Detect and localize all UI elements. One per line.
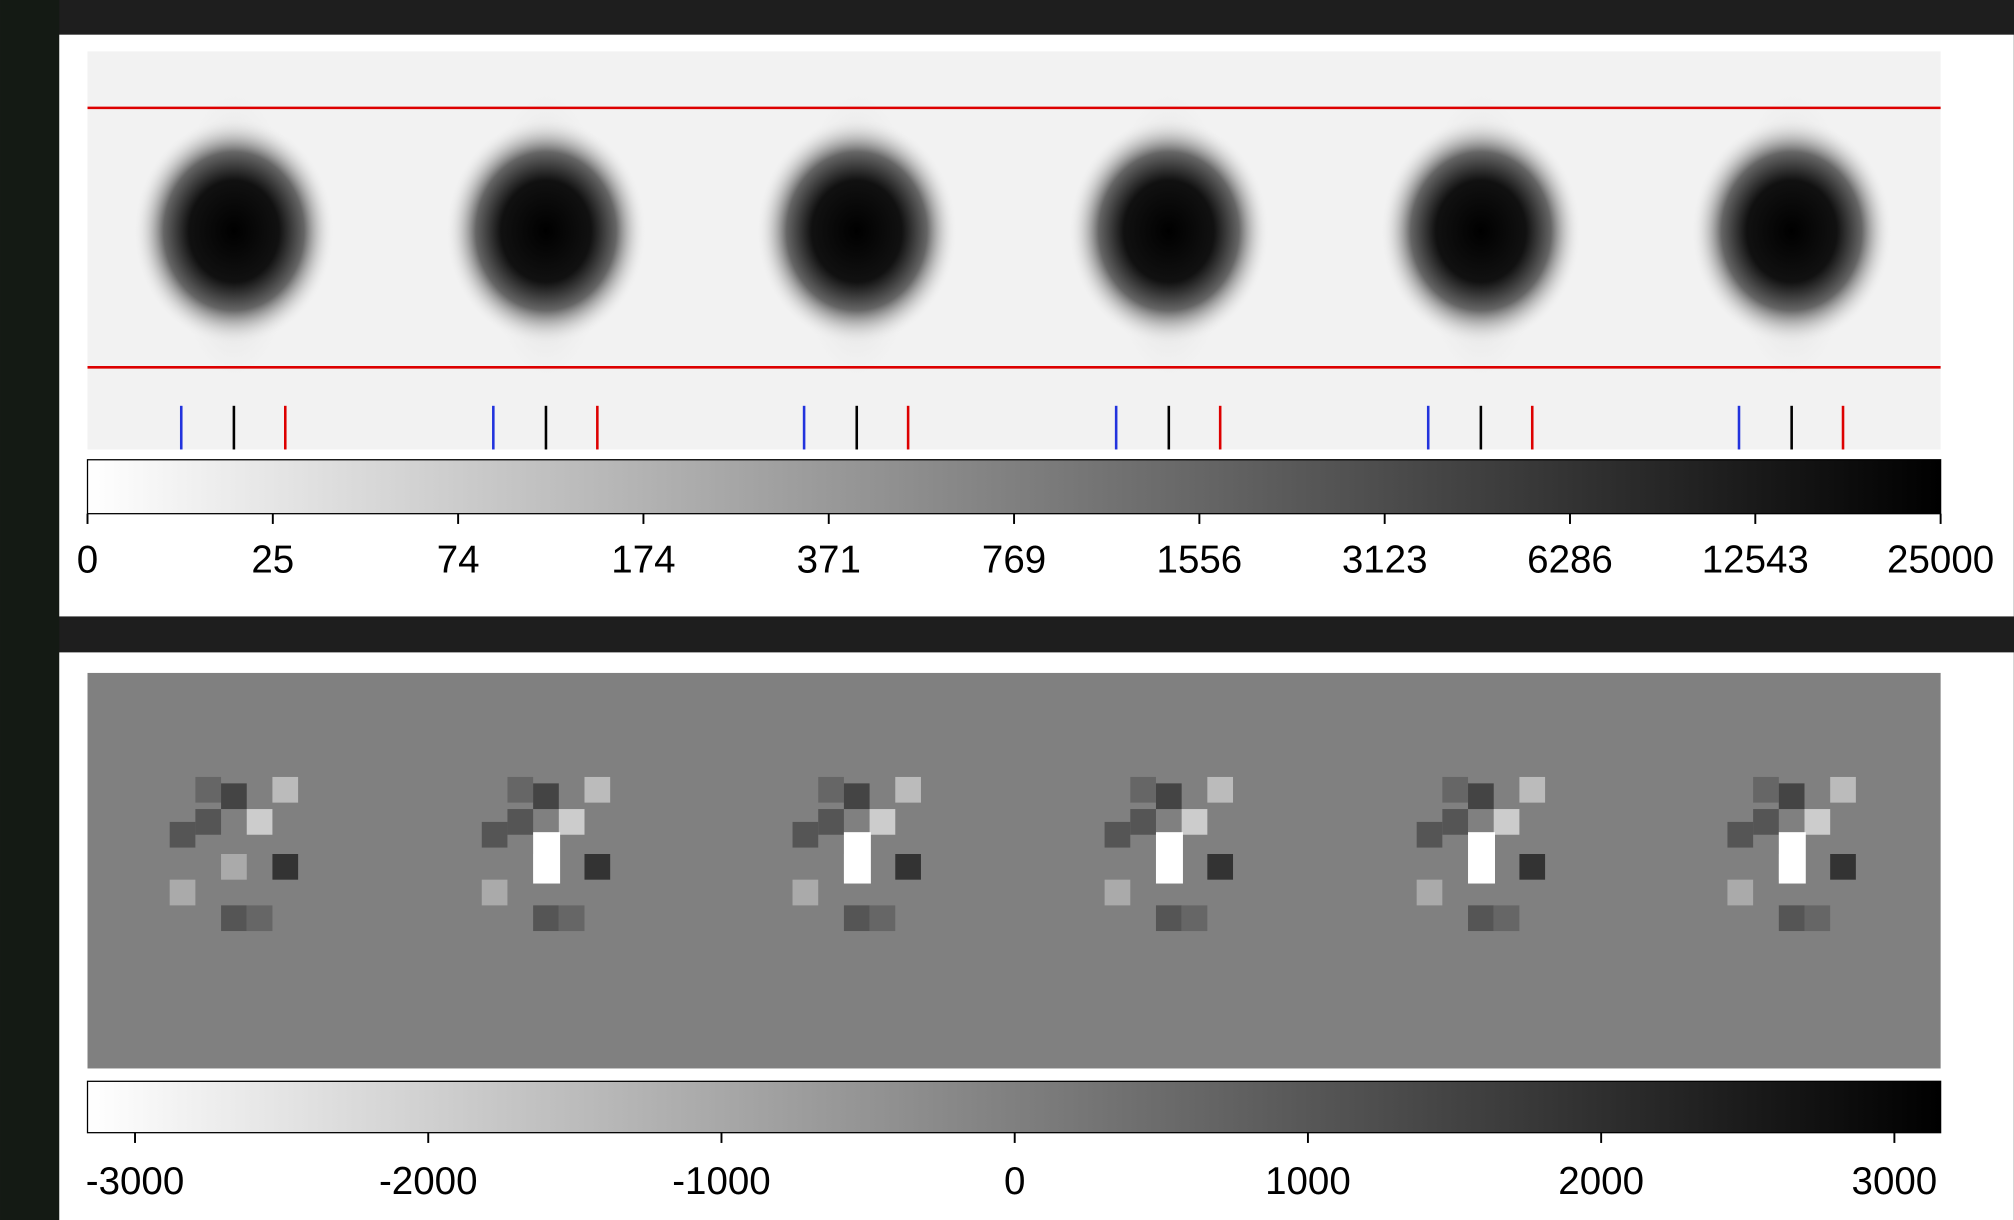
residual-pixel — [843, 905, 870, 932]
residual-pixel — [1181, 905, 1208, 932]
residual-pixel — [1493, 905, 1520, 932]
residual-pixel — [818, 776, 844, 803]
residual-pixel — [1519, 776, 1546, 803]
residual-pixel — [1727, 879, 1754, 906]
trace-spot — [133, 118, 335, 345]
residual-pixel — [1778, 832, 1806, 884]
spectrum-image — [87, 51, 1941, 450]
tick-label: 1556 — [1157, 539, 1243, 582]
residual-pixel — [195, 776, 222, 803]
tick-label: 2000 — [1558, 1160, 1644, 1203]
residual-pixel — [246, 809, 273, 835]
residual-pixel — [1207, 854, 1234, 880]
tick-label: -3000 — [86, 1160, 185, 1203]
residual-pixel — [533, 905, 559, 932]
residual-pixel — [792, 821, 819, 848]
residual-pixel — [533, 832, 561, 884]
residual-pixel — [1468, 832, 1495, 884]
colorbar — [86, 1080, 1942, 1134]
residual-pixel — [533, 783, 559, 810]
residual-pixel — [1130, 809, 1156, 835]
residual-pixel — [1468, 905, 1494, 932]
residual-pixel — [1104, 821, 1131, 848]
residual-pixel — [1104, 879, 1131, 906]
blob-layer — [133, 68, 1892, 450]
residual-pixel — [1181, 809, 1208, 835]
residual-pixel — [895, 854, 921, 880]
residual-pixel — [246, 905, 273, 932]
tick-label: 25000 — [1887, 539, 1994, 582]
side-strip — [0, 0, 60, 1220]
residual-pixel — [1442, 776, 1469, 803]
residual-pixel — [1753, 809, 1779, 835]
tick-label: 3123 — [1342, 539, 1428, 582]
residual-pixel — [792, 879, 819, 906]
residual-pixel — [818, 809, 844, 835]
residual-pixel — [1778, 783, 1805, 810]
residual-pixel — [584, 776, 611, 803]
residual-pixel — [1155, 783, 1182, 810]
residual-pixel — [1778, 905, 1805, 932]
residual-pixel — [584, 854, 611, 880]
residual-pixel — [1468, 783, 1494, 810]
tick-label: 371 — [797, 539, 861, 582]
tick-label: 1000 — [1265, 1160, 1351, 1203]
tick-label: 25 — [251, 539, 294, 582]
residual-pixel — [507, 809, 534, 835]
residual-pixel — [558, 809, 585, 835]
residual-pixel — [507, 776, 534, 803]
residual-pixel — [1155, 905, 1182, 932]
residual-layer — [169, 776, 1856, 932]
residual-pixel — [481, 879, 508, 906]
residual-pixel — [272, 854, 299, 880]
tick-label: 769 — [982, 539, 1046, 582]
trace-spot — [1380, 118, 1582, 345]
residual-pixel — [895, 776, 921, 803]
residual-pixel — [843, 783, 870, 810]
residual-pixel — [869, 809, 896, 835]
tick-label: 0 — [77, 539, 98, 582]
residual-pixel — [869, 905, 896, 932]
residual-pixel — [1519, 854, 1546, 880]
residual-pixel — [169, 879, 196, 906]
trace-spot — [1068, 118, 1269, 345]
residual-pixel — [1804, 809, 1831, 835]
tick-label: 3000 — [1852, 1160, 1938, 1203]
residual-pixel — [221, 905, 247, 932]
residual-pixel — [1207, 776, 1234, 803]
residual-pixel — [1493, 809, 1520, 835]
residual-pixel — [1830, 854, 1856, 880]
residual-pixel — [169, 821, 196, 848]
residual-pixel — [272, 776, 299, 803]
residual-pixel — [1130, 776, 1156, 803]
residual-pixel — [1727, 821, 1754, 848]
residual-pixel — [221, 783, 247, 810]
tick-label: 174 — [611, 539, 675, 582]
residual-pixel — [1442, 809, 1469, 835]
tick-label: 74 — [437, 539, 480, 582]
tick-label: 0 — [1004, 1160, 1025, 1203]
residual-pixel — [1416, 879, 1443, 906]
residual-pixel — [221, 854, 247, 880]
residual-pixel — [195, 809, 222, 835]
trace-spot — [445, 118, 647, 345]
tick-label: 12543 — [1702, 539, 1809, 582]
residual-pixel — [1830, 776, 1856, 803]
residual-pixel — [1804, 905, 1831, 932]
residual-image — [87, 672, 1941, 1069]
trace-spot — [756, 118, 957, 345]
residual-pixel — [1416, 821, 1443, 848]
tick-label: -2000 — [379, 1160, 478, 1203]
residual-pixel — [1753, 776, 1779, 803]
trace-spot — [1691, 118, 1892, 345]
tick-label: 6286 — [1527, 539, 1613, 582]
residual-pixel — [1155, 832, 1183, 884]
colorbar — [86, 459, 1942, 515]
tick-label: -1000 — [672, 1160, 771, 1203]
residual-pixel — [481, 821, 508, 848]
residual-pixel — [843, 832, 871, 884]
residual-pixel — [558, 905, 585, 932]
